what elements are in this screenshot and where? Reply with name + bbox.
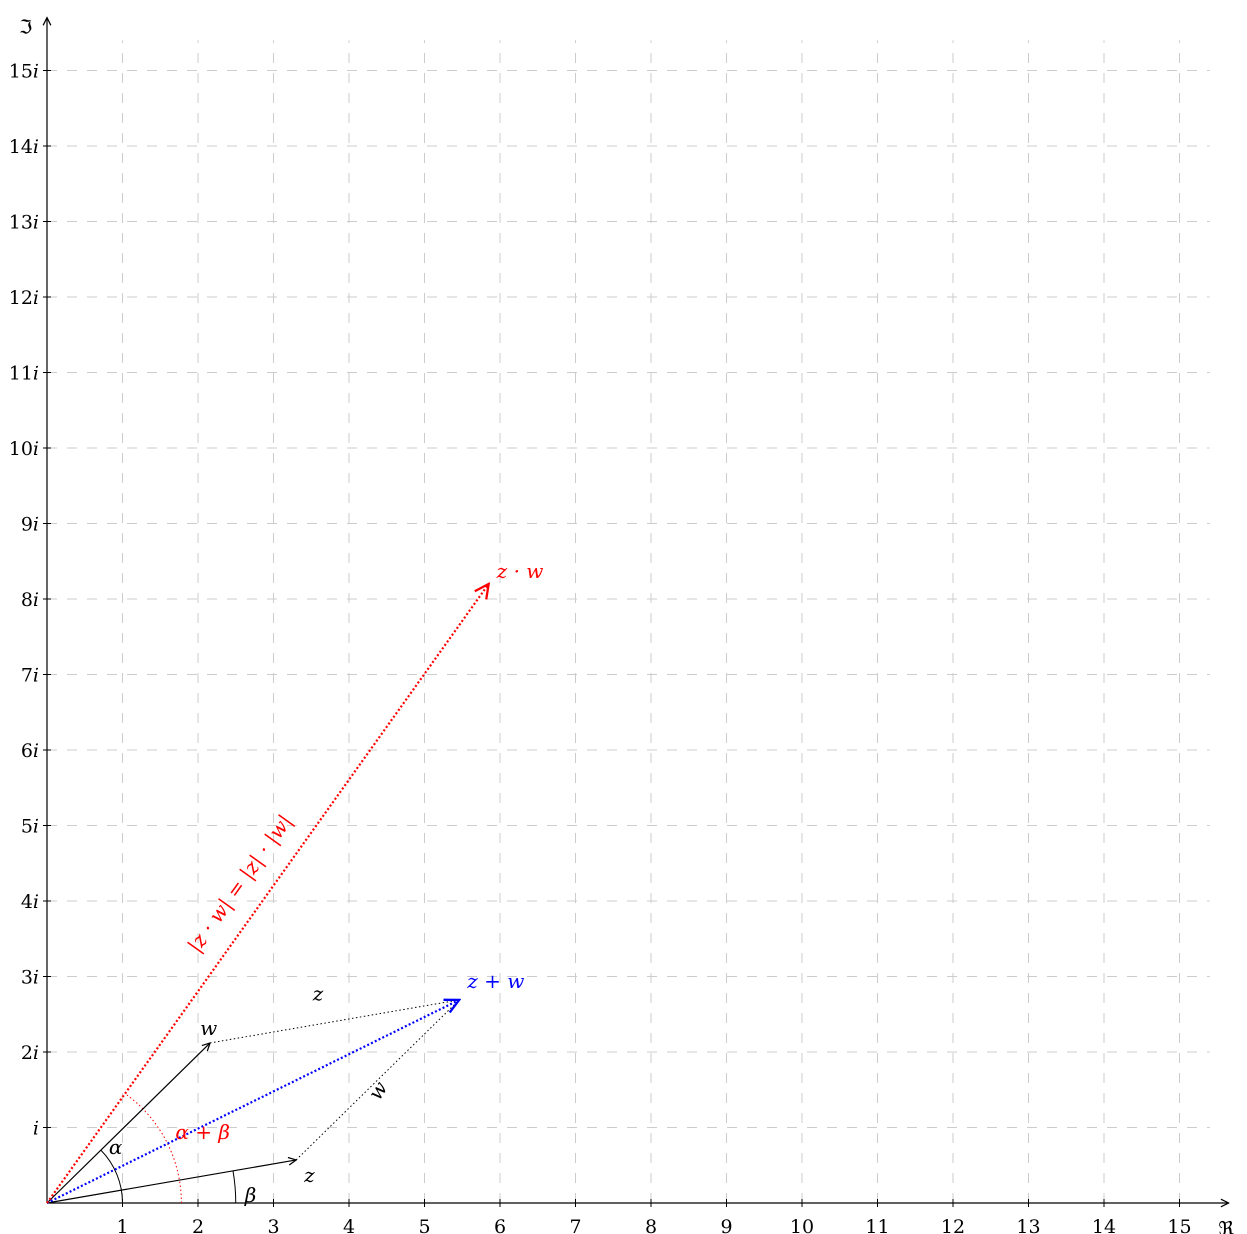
y-tick-label: 3i (21, 967, 39, 989)
alpha-plus-beta-arc (124, 1093, 182, 1204)
y-tick-label: 4i (21, 891, 39, 913)
x-tick-label: 7 (569, 1216, 581, 1234)
y-tick-label: 7i (21, 665, 39, 687)
labels: z w z + w z · w z w α β α + β |z · w| = … (109, 559, 543, 1207)
x-tick-label: 15 (1167, 1216, 1191, 1234)
label-modulus: |z · w| = |z| · |w| (183, 810, 298, 958)
vector-w (46, 1043, 210, 1204)
x-tick-label: 11 (865, 1216, 889, 1234)
x-tick-label: 5 (418, 1216, 430, 1234)
x-tick-label: 1 (116, 1216, 128, 1234)
beta-arc (232, 1170, 237, 1204)
y-tick-label: 15i (9, 61, 39, 83)
alpha-arc (100, 1149, 123, 1204)
grid (47, 40, 1210, 1203)
vector-z-plus-w (46, 1000, 459, 1204)
label-z-plus-w: z + w (466, 969, 524, 993)
y-tick-label: 12i (9, 287, 39, 309)
label-alpha: α (109, 1135, 123, 1159)
y-tick-label: 10i (9, 438, 39, 460)
y-tick-label: 8i (21, 589, 39, 611)
x-tick-label: 3 (267, 1216, 279, 1234)
y-tick-label: 5i (21, 816, 39, 838)
y-tick-label: 9i (21, 514, 39, 536)
y-tick-label: 14i (9, 136, 39, 158)
label-parallel-z: z (312, 981, 324, 1005)
label-z-times-w: z · w (496, 559, 544, 583)
y-tick-label: 11i (9, 363, 39, 385)
y-tick-label: 6i (21, 740, 39, 762)
label-w: w (200, 1016, 217, 1040)
vector-z-times-w (46, 584, 489, 1204)
x-tick-label: 12 (941, 1216, 965, 1234)
vector-z (46, 1160, 296, 1204)
label-parallel-w: w (363, 1077, 392, 1104)
y-tick-label: i (33, 1118, 39, 1140)
imaginary-axis-label: ℑ (19, 16, 32, 38)
x-tick-label: 8 (645, 1216, 657, 1234)
real-axis-label: ℜ (1218, 1218, 1234, 1234)
vectors (46, 584, 489, 1204)
y-tick-labels: i 2i 3i 4i 5i 6i 7i 8i 9i 10i 11i 12i 13i 14i 15i (9, 61, 51, 1140)
x-tick-labels: 1 2 3 4 5 6 7 8 9 10 11 12 13 14 15 (116, 1199, 1192, 1234)
y-tick-label: 13i (9, 212, 39, 234)
x-tick-label: 13 (1016, 1216, 1040, 1234)
x-tick-label: 6 (494, 1216, 506, 1234)
x-tick-label: 2 (192, 1216, 204, 1234)
x-tick-label: 9 (720, 1216, 732, 1234)
label-alpha-plus-beta: α + β (175, 1120, 230, 1144)
x-tick-label: 14 (1092, 1216, 1116, 1234)
y-tick-label: 2i (21, 1042, 39, 1064)
x-tick-label: 4 (343, 1216, 355, 1234)
label-beta: β (244, 1183, 257, 1207)
label-z: z (303, 1163, 315, 1187)
axes: ℜ ℑ (19, 16, 1234, 1234)
x-tick-label: 10 (790, 1216, 814, 1234)
